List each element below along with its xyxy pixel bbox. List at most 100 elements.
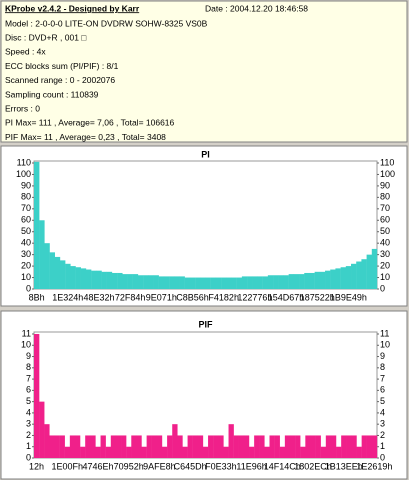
y-tick-label-right: 7 (380, 373, 385, 383)
x-tick-label: 11E96h (236, 461, 266, 471)
x-tick-label: 1B9E49h (330, 292, 367, 302)
bar (148, 275, 154, 289)
x-tick-label: 122776h (237, 292, 272, 302)
bar (254, 435, 260, 458)
bar (320, 446, 327, 458)
bar (132, 274, 139, 289)
y-tick-label: 0 (26, 452, 31, 462)
bar (351, 435, 357, 458)
bar (146, 435, 152, 458)
chart-title: PIF (198, 319, 213, 329)
y-tick-label: 100 (16, 169, 31, 179)
info-line: Sampling count : 110839 (5, 89, 99, 99)
bar (136, 435, 142, 458)
bar (305, 435, 311, 458)
x-tick-label: 12h (29, 461, 44, 471)
bar (182, 446, 188, 458)
bar (346, 435, 352, 458)
bar (218, 435, 224, 458)
bar (241, 276, 248, 289)
bar (39, 401, 45, 458)
y-tick-label-right: 5 (380, 396, 385, 406)
y-tick-label-right: 0 (380, 452, 385, 462)
bar (141, 446, 147, 458)
y-tick-label: 6 (26, 385, 31, 395)
bar (293, 274, 300, 289)
y-tick-label-right: 9 (380, 351, 385, 361)
bar (202, 446, 209, 458)
y-tick-label-right: 3 (380, 419, 385, 429)
bar (226, 277, 232, 289)
y-tick-label: 110 (17, 157, 31, 167)
bar (340, 267, 347, 289)
y-tick-label-right: 10 (380, 340, 390, 350)
bar (319, 271, 326, 289)
bar (65, 263, 71, 289)
info-panel (0, 0, 408, 143)
y-tick-label: 80 (21, 192, 31, 202)
bar (215, 277, 222, 289)
bar (283, 275, 289, 289)
x-tick-label: 1E324h (52, 292, 83, 302)
bar (39, 220, 45, 289)
bar (69, 435, 76, 458)
bar (54, 435, 60, 458)
info-line: Disc : DVD+R , 001 □ (5, 32, 86, 42)
y-tick-label-right: 10 (380, 272, 390, 282)
y-tick-label-right: 70 (380, 203, 390, 213)
bar (184, 277, 191, 289)
y-tick-label: 50 (21, 226, 31, 236)
bar (345, 266, 352, 289)
bar (96, 270, 102, 289)
bar (111, 272, 118, 289)
bar (80, 446, 86, 458)
y-tick-label: 9 (26, 351, 31, 361)
bar (221, 277, 227, 289)
x-tick-label: 1B13EEh (325, 461, 363, 471)
bar (200, 277, 206, 289)
bar (70, 266, 76, 289)
bar (325, 270, 331, 289)
bar (304, 272, 310, 289)
y-tick-label: 1 (26, 441, 31, 451)
y-tick-label: 30 (21, 249, 31, 259)
x-tick-label: 9AFE8h (143, 461, 176, 471)
bar (91, 270, 97, 289)
bar (223, 446, 229, 458)
y-tick-label: 90 (21, 180, 31, 190)
x-tick-label: 1802ECh (294, 461, 332, 471)
bar (75, 267, 81, 289)
bar (158, 276, 165, 289)
y-tick-label-right: 11 (380, 328, 389, 338)
bar (262, 276, 269, 289)
bar (259, 435, 265, 458)
app-title: KProbe v2.4.2 - Designed by Karr (5, 3, 140, 13)
bar (44, 243, 50, 289)
bar (110, 435, 117, 458)
bar (361, 259, 367, 289)
x-tick-label: 48E32h (83, 292, 114, 302)
y-tick-label: 11 (22, 328, 31, 338)
y-tick-label-right: 20 (380, 260, 390, 270)
bar (85, 269, 92, 289)
bar (208, 435, 214, 458)
bar (274, 435, 280, 458)
info-line: PI Max= 111 , Average= 7,06 , Total= 106… (5, 118, 175, 128)
bar (371, 248, 378, 289)
y-tick-label-right: 2 (380, 430, 385, 440)
y-tick-label-right: 50 (380, 226, 390, 236)
bar (137, 275, 144, 289)
x-tick-label: 9E071h (146, 292, 177, 302)
bar (278, 275, 284, 289)
bar (174, 276, 180, 289)
bar (252, 276, 258, 289)
bar (228, 424, 234, 458)
bar (279, 446, 286, 458)
bar (284, 435, 291, 458)
bar (309, 272, 315, 289)
bar (205, 277, 211, 289)
y-tick-label-right: 110 (380, 157, 394, 167)
y-tick-label: 10 (21, 340, 31, 350)
bar (257, 276, 263, 289)
bar (213, 435, 219, 458)
